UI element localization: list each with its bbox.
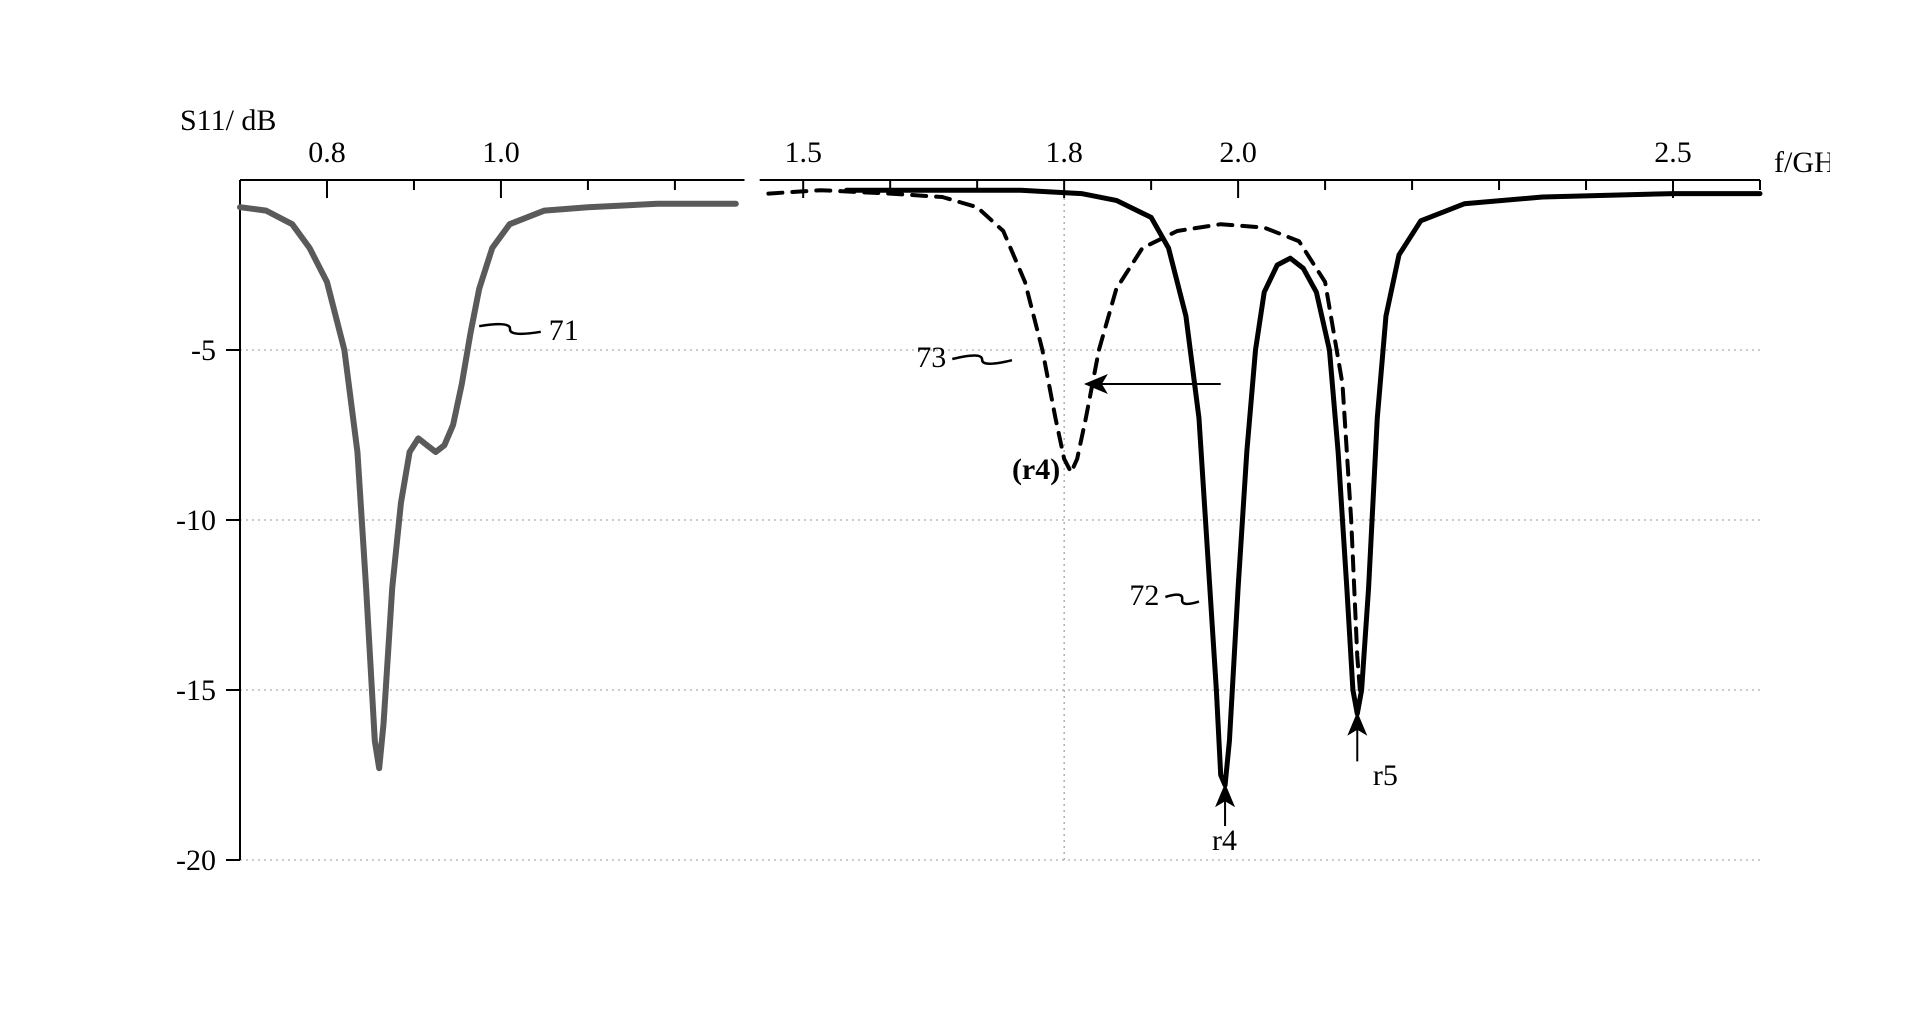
y-tick-label: -20 [176, 844, 216, 877]
annotation-labelR4: r4 [1212, 824, 1237, 857]
y-tick-label: -5 [191, 334, 216, 367]
chart-svg: 0.8 1.0 1.5 1.8 2.0 2.5 -5 -10 -15 -20 S11/ dB f/GH… [80, 60, 1830, 940]
x-tick-label: 0.8 [308, 136, 346, 169]
annotation-label72: 72 [1129, 579, 1159, 612]
x-axis-label: f/GHz [1774, 146, 1830, 179]
x-tick-label: 2.5 [1654, 136, 1692, 169]
x-tick-label: 2.0 [1219, 136, 1257, 169]
x-tick-label: 1.8 [1045, 136, 1083, 169]
annotation-label71: 71 [549, 314, 579, 347]
y-tick-label: -10 [176, 504, 216, 537]
y-axis-label: S11/ dB [180, 104, 276, 137]
annotation-labelR5: r5 [1373, 759, 1398, 792]
y-tick-label: -15 [176, 674, 216, 707]
annotation-labelR4paren: (r4) [1012, 453, 1060, 486]
annotation-label73: 73 [916, 341, 946, 374]
x-tick-label: 1.0 [482, 136, 520, 169]
s11-chart: 0.8 1.0 1.5 1.8 2.0 2.5 -5 -10 -15 -20 S11/ dB f/GH… [80, 60, 1830, 940]
x-tick-label: 1.5 [784, 136, 822, 169]
